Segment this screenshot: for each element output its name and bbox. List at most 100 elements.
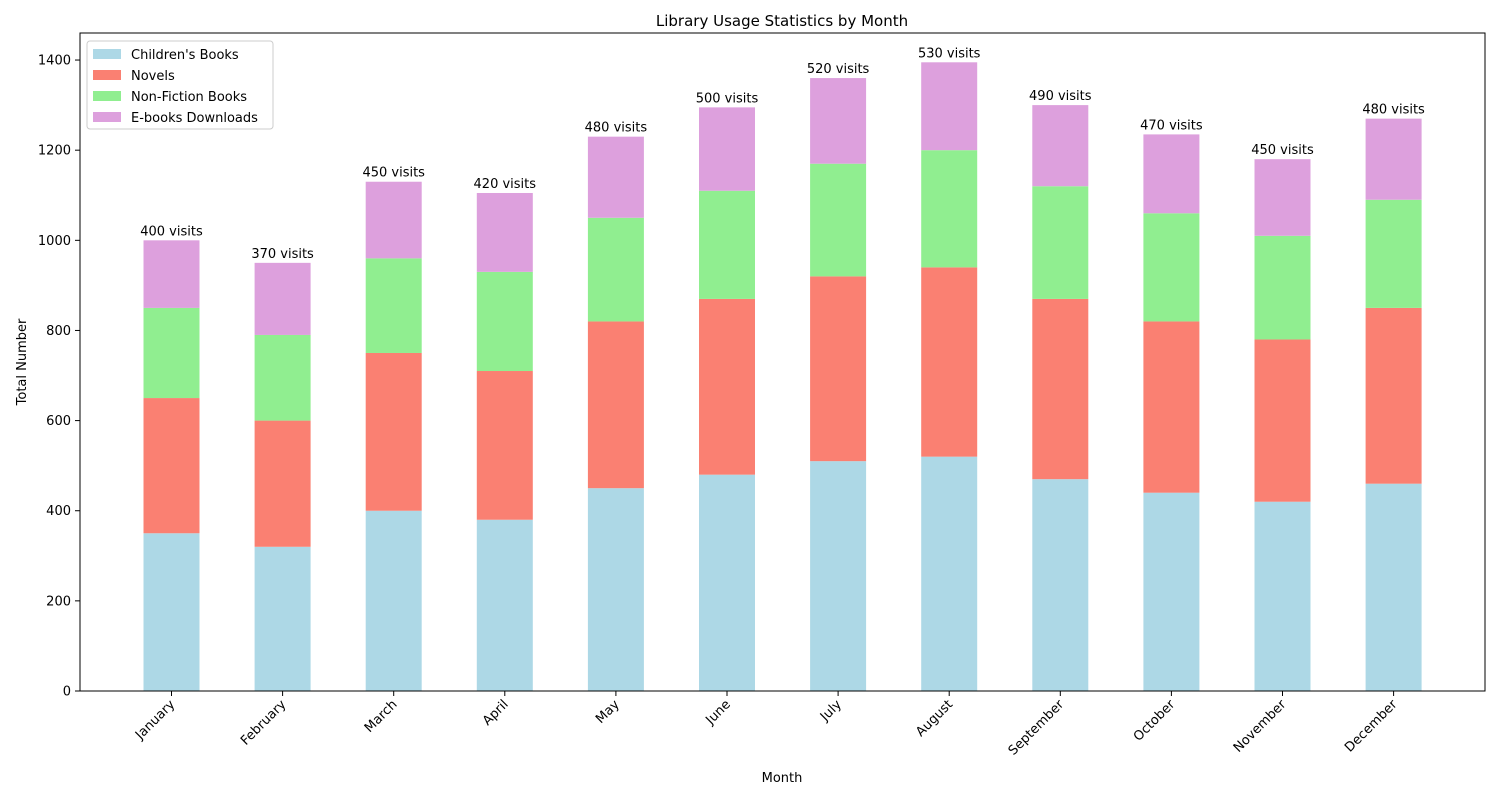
x-tick-label-july: July [817,697,845,725]
bar-non-fiction-books-november [1254,235,1311,340]
y-tick-label: 1200 [38,144,71,159]
bars-layer [143,62,1422,691]
bar-non-fiction-books-may [587,217,644,322]
y-tick-label: 1400 [38,54,71,69]
bar-annotation-october: 470 visits [1140,118,1203,133]
x-tick-label-august: August [913,697,956,740]
bar-annotation-august: 530 visits [918,46,981,61]
bar-novels-april [476,371,533,520]
bar-annotation-february: 370 visits [251,247,314,262]
bar-non-fiction-books-february [254,334,311,421]
x-tick-label-october: October [1131,697,1179,745]
bar-e-books-downloads-may [587,136,644,218]
bar-e-books-downloads-august [921,62,978,151]
bar-non-fiction-books-june [699,190,755,299]
legend-swatch-children-s-books [93,49,121,59]
bar-annotation-september: 490 visits [1029,89,1092,104]
bar-non-fiction-books-august [921,150,978,268]
bar-non-fiction-books-january [143,307,200,399]
bar-annotation-november: 450 visits [1251,143,1314,158]
bar-non-fiction-books-december [1365,199,1422,308]
y-tick-label: 1000 [38,234,71,249]
bar-novels-february [254,420,311,547]
bar-novels-january [143,398,200,534]
x-tick-label-december: December [1342,697,1401,756]
x-tick-label-april: April [480,697,512,729]
legend-box [86,40,274,130]
y-tick-label: 400 [46,504,71,519]
bar-novels-december [1365,307,1422,484]
legend-swatch-non-fiction-books [93,91,121,101]
x-tick-label-february: February [238,697,290,749]
plot-frame [79,32,1486,692]
legend-label-e-books-downloads: E-books Downloads [131,111,258,126]
bar-e-books-downloads-october [1143,134,1200,214]
x-tick-label-september: September [1006,697,1068,759]
bar-e-books-downloads-september [1032,105,1089,187]
bar-children-s-books-october [1143,492,1200,691]
bar-children-s-books-january [143,533,200,691]
bar-e-books-downloads-march [365,181,422,259]
x-tick-label-march: March [362,697,401,736]
bar-novels-may [587,321,644,489]
bar-children-s-books-march [365,510,422,691]
bar-e-books-downloads-january [143,240,200,308]
bar-non-fiction-books-september [1032,186,1089,299]
y-tick-label: 0 [63,685,71,700]
x-tick-label-january: January [132,697,178,743]
bar-children-s-books-april [476,519,533,691]
bar-annotation-july: 520 visits [807,62,870,77]
y-tick-label: 600 [46,414,71,429]
bar-annotation-june: 500 visits [696,91,759,106]
bar-e-books-downloads-april [476,192,533,272]
legend-label-non-fiction-books: Non-Fiction Books [131,90,247,105]
bar-e-books-downloads-july [810,78,867,164]
x-tick-label-may: May [593,697,623,727]
bar-children-s-books-february [254,546,311,691]
y-tick-label: 800 [46,324,71,339]
bar-annotation-april: 420 visits [474,177,537,192]
annotations-layer: 400 visits 370 visits 450 visits 420 visits… [140,46,1425,262]
bar-annotation-december: 480 visits [1362,103,1425,118]
bar-children-s-books-july [810,461,867,691]
bar-non-fiction-books-april [476,271,533,372]
bar-children-s-books-december [1365,483,1422,691]
bar-children-s-books-june [699,474,755,691]
y-axis: 0 200 400 600 800 1000 1200 1400 [38,54,80,700]
bar-annotation-may: 480 visits [585,121,648,136]
bar-annotation-march: 450 visits [362,166,425,181]
bar-children-s-books-august [921,456,978,691]
y-axis-label: Total Number [15,318,30,406]
legend-label-children-s-books: Children's Books [131,48,239,63]
bar-e-books-downloads-november [1254,159,1311,236]
bar-novels-july [810,276,867,462]
x-tick-label-november: November [1231,697,1290,756]
bar-e-books-downloads-june [699,107,755,191]
chart-title: Library Usage Statistics by Month [656,12,908,30]
bar-children-s-books-may [587,488,644,691]
bar-non-fiction-books-july [810,163,867,277]
y-tick-label: 200 [46,594,71,609]
bar-e-books-downloads-december [1365,118,1422,200]
legend-swatch-novels [93,70,121,80]
legend-swatch-e-books-downloads [93,112,121,122]
bar-novels-november [1254,339,1311,502]
bar-novels-october [1143,321,1200,493]
bar-novels-august [921,267,978,457]
x-tick-label-june: June [702,697,733,728]
bar-novels-september [1032,298,1089,480]
bar-novels-june [699,298,755,475]
x-axis: January February March April May June July Augu… [132,691,1401,759]
legend: Children's Books Novels Non-Fiction Books E… [86,40,274,130]
bar-non-fiction-books-march [365,258,422,353]
bar-e-books-downloads-february [254,262,311,335]
bar-children-s-books-november [1254,501,1311,691]
bar-children-s-books-september [1032,479,1089,691]
bar-non-fiction-books-october [1143,213,1200,322]
x-axis-label: Month [762,771,803,786]
legend-label-novels: Novels [131,69,175,84]
bar-annotation-january: 400 visits [140,224,203,239]
bar-novels-march [365,352,422,511]
